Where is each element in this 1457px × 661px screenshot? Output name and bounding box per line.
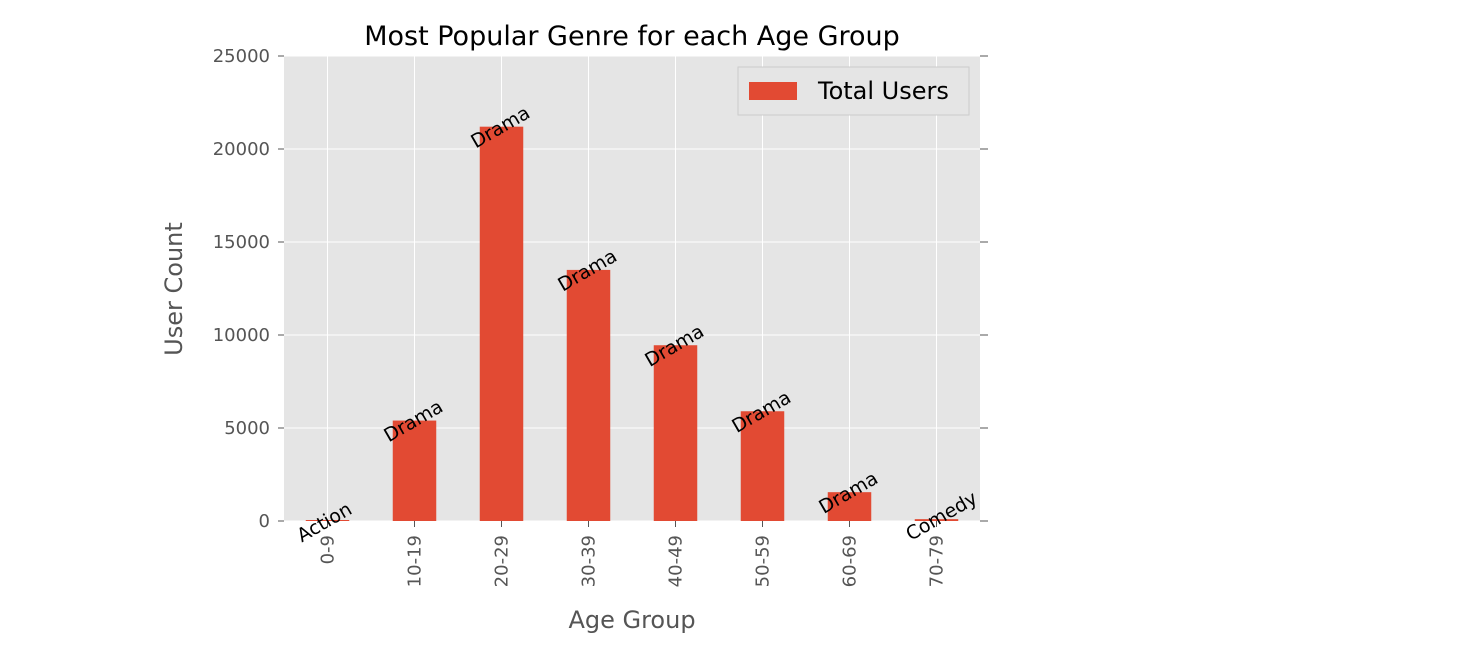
y-tick-label: 10000 — [213, 325, 270, 346]
bar-70-79 — [914, 519, 959, 521]
x-tick-label: 40-49 — [666, 535, 687, 587]
bar-0-9 — [305, 520, 350, 521]
x-tick-label: 60-69 — [840, 535, 861, 587]
y-axis-label: User Count — [160, 222, 188, 356]
bar-60-69 — [827, 492, 872, 521]
y-tick-label: 20000 — [213, 139, 270, 160]
x-tick-label: 0-9 — [318, 535, 339, 564]
legend-swatch — [749, 82, 797, 100]
bar-20-29 — [479, 126, 524, 522]
y-tick-label: 5000 — [224, 418, 270, 439]
y-tick-label: 15000 — [213, 232, 270, 253]
bar-30-39 — [566, 269, 611, 521]
x-tick-label: 70-79 — [927, 535, 948, 587]
x-tick-label: 20-29 — [492, 535, 513, 587]
x-tick-label: 10-19 — [405, 535, 426, 587]
legend-label: Total Users — [817, 77, 949, 105]
x-tick-label: 30-39 — [579, 535, 600, 587]
bar-50-59 — [740, 411, 785, 521]
x-tick-label: 50-59 — [753, 535, 774, 587]
chart-title: Most Popular Genre for each Age Group — [364, 21, 900, 52]
y-tick-label: 0 — [259, 511, 270, 532]
plot-area — [284, 56, 980, 521]
x-axis-label: Age Group — [568, 606, 695, 634]
y-tick-label: 25000 — [213, 46, 270, 67]
legend: Total Users — [737, 66, 970, 116]
bar-40-49 — [653, 345, 698, 521]
bar-10-19 — [392, 420, 437, 521]
